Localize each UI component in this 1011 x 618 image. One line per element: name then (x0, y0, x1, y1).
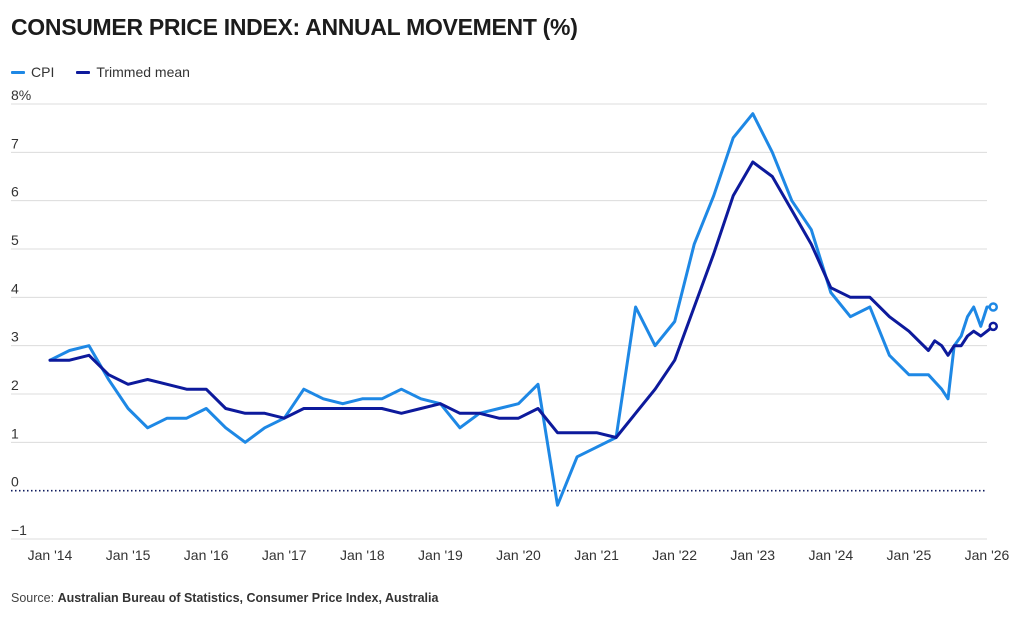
y-tick-label: 4 (11, 280, 19, 296)
legend-item-trimmed-mean: Trimmed mean (76, 64, 190, 80)
legend-swatch-trimmed-mean (76, 70, 91, 74)
x-tick-label: Jan '25 (887, 547, 932, 563)
source-label: Source: (11, 591, 58, 605)
series-line-trimmed-mean (48, 160, 995, 439)
y-tick-label: 5 (11, 232, 19, 248)
x-tick-label: Jan '23 (730, 547, 775, 563)
x-tick-label: Jan '26 (965, 547, 1010, 563)
y-tick-label: 3 (11, 329, 19, 345)
y-tick-label: 8% (11, 87, 31, 103)
legend: CPI Trimmed mean (11, 64, 190, 80)
source-note: Source: Australian Bureau of Statistics,… (11, 591, 438, 605)
x-tick-label: Jan '22 (652, 547, 697, 563)
y-tick-label: 2 (11, 377, 19, 393)
x-tick-label: Jan '15 (106, 547, 151, 563)
y-tick-label: 1 (11, 425, 19, 441)
source-text: Australian Bureau of Statistics, Consume… (57, 591, 439, 605)
x-tick-label: Jan '19 (418, 547, 463, 563)
y-tick-label: 7 (11, 135, 19, 151)
legend-label-cpi: CPI (31, 64, 55, 80)
end-marker-trimmed-mean (988, 321, 998, 332)
y-tick-label: 6 (11, 184, 19, 200)
x-tick-label: Jan '24 (808, 547, 853, 563)
x-tick-label: Jan '21 (574, 547, 619, 563)
x-tick-label: Jan '18 (340, 547, 385, 563)
x-tick-label: Jan '16 (184, 547, 229, 563)
chart-title: CONSUMER PRICE INDEX: ANNUAL MOVEMENT (%… (11, 14, 578, 40)
x-tick-label: Jan '20 (496, 547, 541, 563)
end-marker-cpi (988, 302, 998, 312)
x-tick-label: Jan '14 (28, 547, 73, 563)
legend-item-cpi: CPI (11, 64, 54, 80)
y-tick-label: −1 (11, 522, 27, 538)
legend-swatch-cpi (11, 70, 25, 74)
legend-label-trimmed-mean: Trimmed mean (96, 64, 190, 80)
x-tick-label: Jan '17 (262, 547, 307, 563)
series-line-cpi (48, 112, 995, 507)
y-tick-label: 0 (11, 474, 19, 490)
